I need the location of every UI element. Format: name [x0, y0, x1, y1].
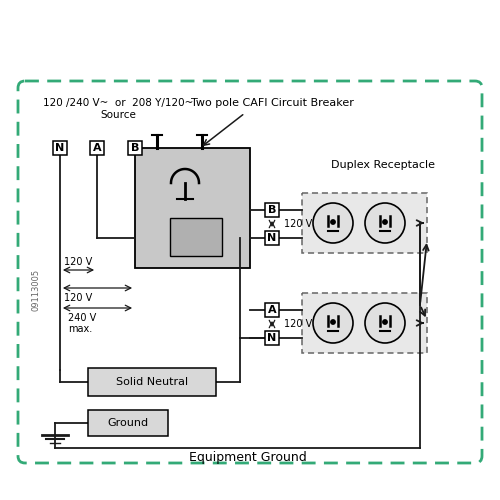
Text: Solid Neutral: Solid Neutral: [116, 377, 188, 387]
Text: Source: Source: [100, 110, 136, 120]
Text: B: B: [268, 205, 276, 215]
Text: 240 V: 240 V: [68, 313, 96, 323]
Bar: [88, 368, 216, 396]
Text: 120 V: 120 V: [64, 257, 92, 267]
Text: A: A: [268, 305, 276, 315]
Circle shape: [313, 203, 353, 243]
Circle shape: [383, 220, 387, 224]
Circle shape: [365, 203, 405, 243]
FancyBboxPatch shape: [18, 81, 482, 463]
Bar: [302, 193, 427, 253]
Text: 120 /240 V~  or  208 Y/120~: 120 /240 V~ or 208 Y/120~: [43, 98, 193, 108]
Text: 120 V: 120 V: [284, 219, 312, 229]
Text: N: N: [268, 233, 276, 243]
Circle shape: [331, 320, 335, 324]
Text: 120 V: 120 V: [284, 319, 312, 329]
Circle shape: [331, 220, 335, 224]
Text: Ground: Ground: [108, 418, 148, 428]
Text: Duplex Receptacle: Duplex Receptacle: [331, 160, 435, 170]
Text: Equipment Ground: Equipment Ground: [189, 452, 307, 464]
Text: 09113005: 09113005: [32, 269, 40, 311]
Circle shape: [383, 320, 387, 324]
Bar: [170, 218, 222, 256]
Text: N: N: [268, 333, 276, 343]
Text: Two pole CAFI Circuit Breaker: Two pole CAFI Circuit Breaker: [190, 98, 354, 108]
Text: N: N: [56, 143, 64, 153]
Bar: [135, 148, 250, 268]
Text: B: B: [131, 143, 139, 153]
Circle shape: [313, 303, 353, 343]
Circle shape: [365, 303, 405, 343]
Text: max.: max.: [68, 324, 92, 334]
Bar: [302, 293, 427, 353]
Text: 120 V: 120 V: [64, 293, 92, 303]
Text: A: A: [92, 143, 102, 153]
Bar: [88, 410, 168, 436]
